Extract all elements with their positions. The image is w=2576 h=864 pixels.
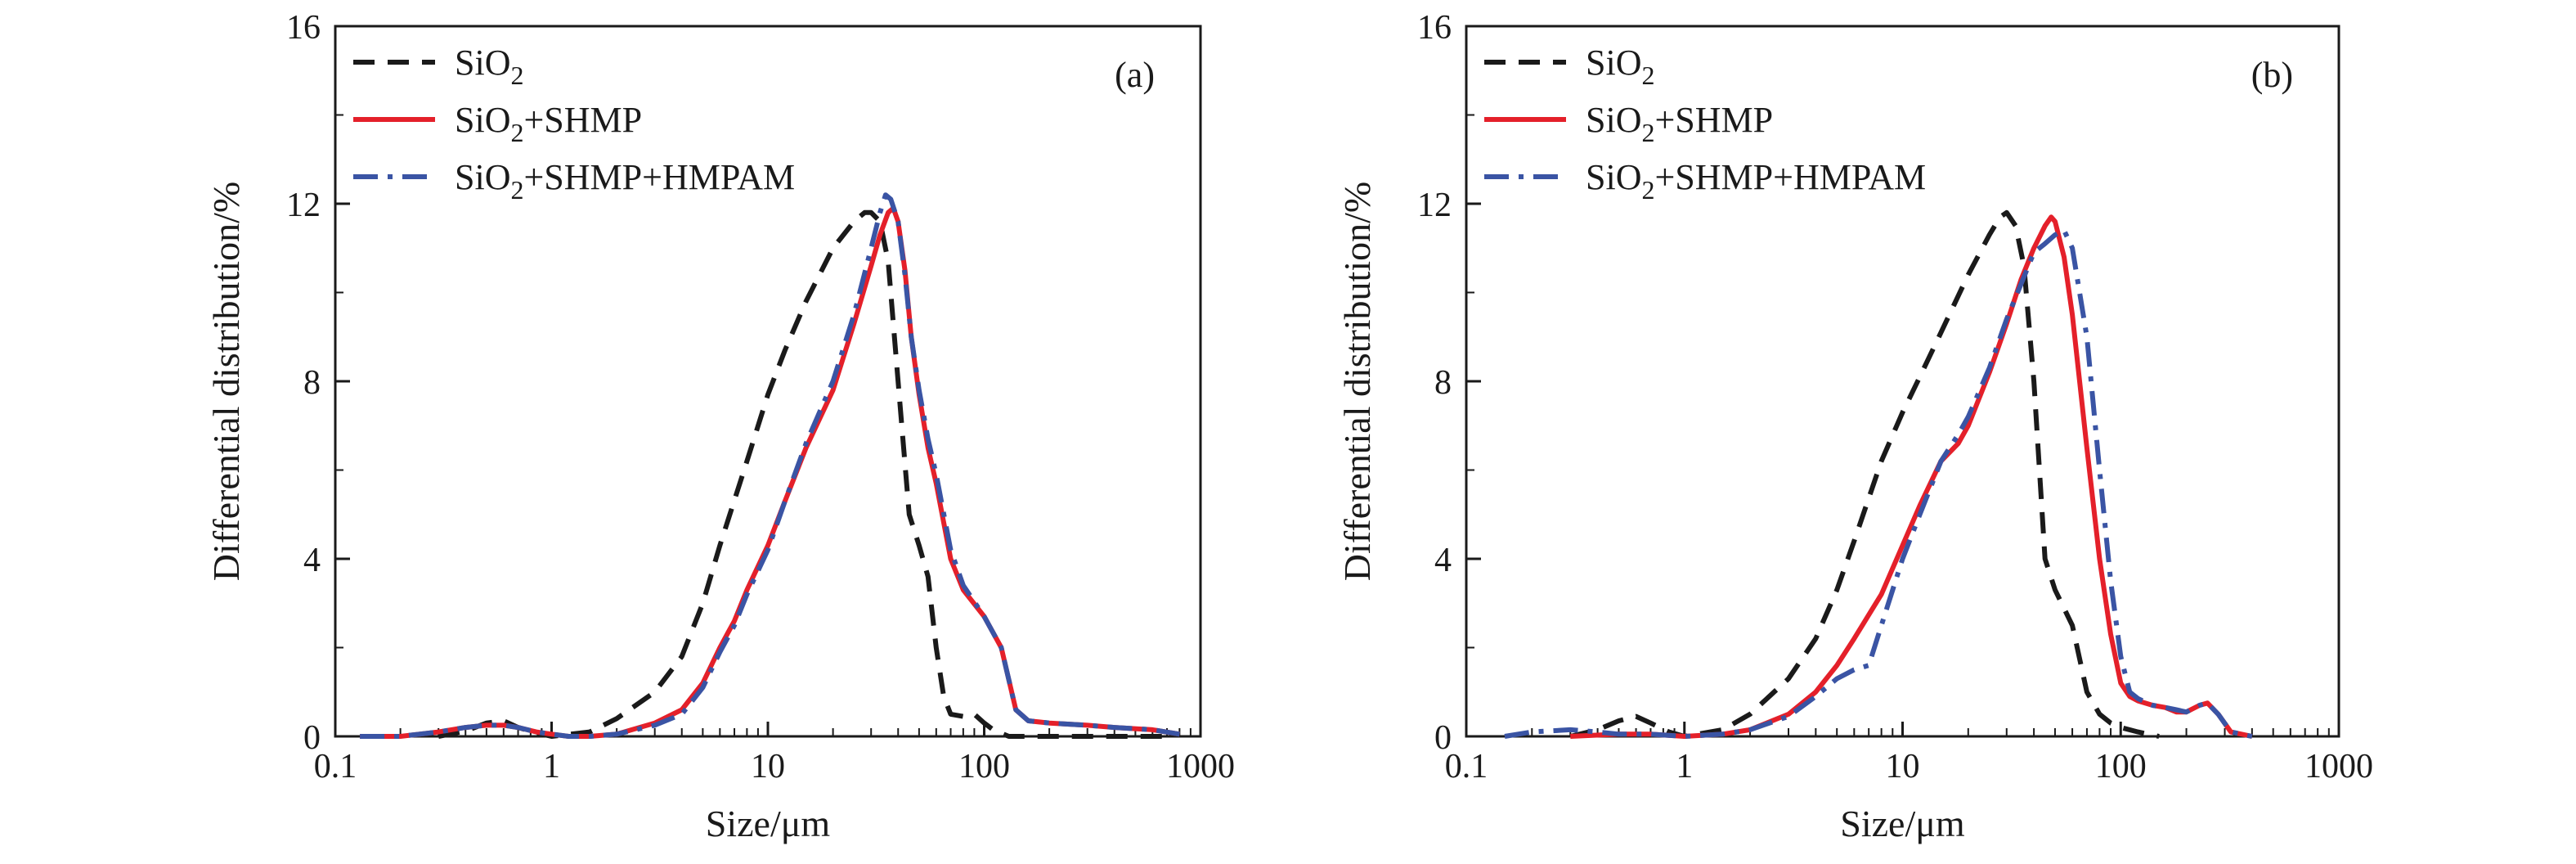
legend-label: SiO2 xyxy=(1586,43,1654,90)
y-tick-label: 0 xyxy=(1434,719,1452,757)
x-tick-label: 10 xyxy=(1886,748,1920,785)
legend-entry: SiO2+SHMP xyxy=(353,100,642,147)
x-tick-label: 1 xyxy=(1676,748,1693,785)
chart-panel-1: 0.1 1 10 100 1000 0 4 8 12 16 Size/μm Differential … xyxy=(205,9,1235,844)
x-tick-label: 10 xyxy=(751,748,785,785)
legend-label-main: SiO xyxy=(1586,43,1641,83)
legend-label-rest: +SHMP+HMPAM xyxy=(1654,157,1926,197)
legend-label-rest: +SHMP xyxy=(1654,100,1773,140)
panel-label: (b) xyxy=(2251,55,2293,95)
y-tick-label: 16 xyxy=(286,9,321,47)
series-line-3 xyxy=(1504,227,2253,739)
x-tick-label: 1000 xyxy=(2304,748,2373,785)
legend-label-main: SiO xyxy=(1586,157,1641,197)
legend-label: SiO2 xyxy=(455,43,523,90)
legend-label-main: SiO xyxy=(1586,100,1641,140)
legend-label: SiO2+SHMP xyxy=(1586,100,1773,147)
y-tick-label: 8 xyxy=(303,364,321,402)
x-tick-label: 100 xyxy=(958,748,1010,785)
legend-entry: SiO2+SHMP xyxy=(1484,100,1773,147)
legend-entry: SiO2 xyxy=(1484,43,1654,90)
series-line-1 xyxy=(438,209,1167,739)
y-tick-label: 4 xyxy=(1434,542,1452,579)
x-tick-label: 0.1 xyxy=(1445,748,1488,785)
legend-label-rest: +SHMP xyxy=(523,100,642,140)
legend-label-main: SiO xyxy=(455,100,510,140)
legend-entry: SiO2 xyxy=(353,43,523,90)
y-tick-label: 12 xyxy=(286,187,321,224)
series-line-2 xyxy=(360,205,1180,739)
y-axis-label: Differential distribution/% xyxy=(205,182,247,581)
series-line-3 xyxy=(360,192,1180,739)
y-tick-label: 16 xyxy=(1417,9,1452,47)
legend-label-subscript: 2 xyxy=(1641,61,1654,90)
series-line-2 xyxy=(1570,214,2253,739)
y-tick-label: 8 xyxy=(1434,364,1452,402)
x-tick-label: 0.1 xyxy=(314,748,357,785)
legend-label-subscript: 2 xyxy=(1641,118,1654,147)
legend-label-main: SiO xyxy=(455,157,510,197)
legend-label-main: SiO xyxy=(455,43,510,83)
x-tick-label: 100 xyxy=(2095,748,2147,785)
legend-label: SiO2+SHMP+HMPAM xyxy=(1586,157,1926,205)
legend-label-subscript: 2 xyxy=(510,118,523,147)
legend-label-subscript: 2 xyxy=(510,175,523,205)
legend-label-subscript: 2 xyxy=(1641,175,1654,205)
chart-panel-2: 0.1 1 10 100 1000 0 4 8 12 16 Size/μm Differential … xyxy=(1336,9,2373,844)
legend-entry: SiO2+SHMP+HMPAM xyxy=(1484,157,1926,205)
y-tick-label: 4 xyxy=(303,542,321,579)
y-axis-label: Differential distribution/% xyxy=(1336,182,1378,581)
legend-label-rest: +SHMP+HMPAM xyxy=(523,157,795,197)
legend-label-subscript: 2 xyxy=(510,61,523,90)
legend-entry: SiO2+SHMP+HMPAM xyxy=(353,157,795,205)
panel-label: (a) xyxy=(1115,55,1155,95)
x-tick-label: 1 xyxy=(543,748,560,785)
x-tick-label: 1000 xyxy=(1166,748,1235,785)
x-axis-label: Size/μm xyxy=(1840,803,1965,844)
y-tick-label: 12 xyxy=(1417,187,1452,224)
y-tick-label: 0 xyxy=(303,719,321,757)
x-axis-label: Size/μm xyxy=(706,803,831,844)
legend-label: SiO2+SHMP xyxy=(455,100,642,147)
legend-label: SiO2+SHMP+HMPAM xyxy=(455,157,795,205)
